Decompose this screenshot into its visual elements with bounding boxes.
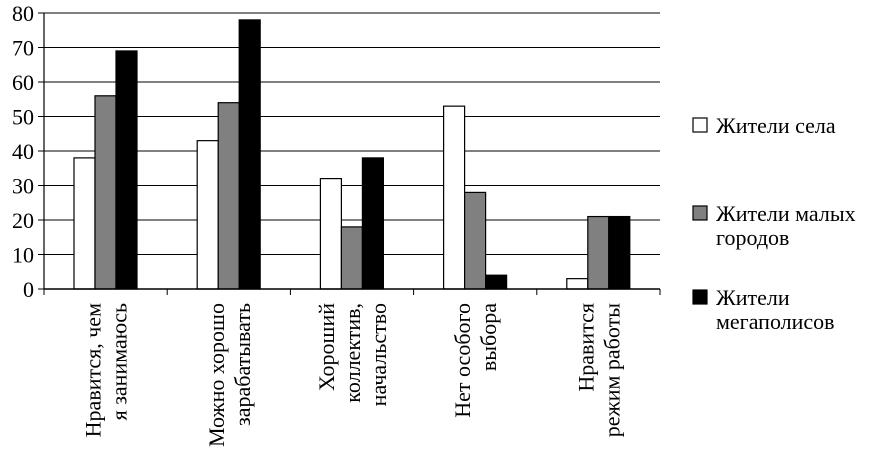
bar-2-cat-5 — [587, 215, 610, 290]
x-tick-label: Нет особого — [450, 303, 475, 418]
y-tick-label: 40 — [12, 139, 34, 164]
legend-swatch — [692, 117, 708, 133]
bars — [73, 19, 631, 290]
y-tick-label: 20 — [12, 208, 34, 233]
y-tick-label: 10 — [12, 243, 34, 268]
x-tick-label: коллектив, — [340, 303, 365, 403]
y-tick-label: 30 — [12, 174, 34, 199]
bar-1-cat-2 — [196, 140, 219, 290]
gridlines — [44, 12, 660, 255]
y-tick-label: 80 — [12, 1, 34, 26]
legend-swatch — [692, 289, 708, 305]
legend-label: Жители — [716, 285, 790, 310]
y-tick-label: 0 — [23, 277, 34, 302]
x-tick-label-group: Нравится, чем я занимаюсь — [81, 303, 132, 437]
legend-label: мегаполисов — [716, 309, 835, 334]
legend-item: Жители села — [692, 113, 836, 138]
bar-2-cat-1 — [94, 95, 117, 290]
y-axis: 0 10 20 30 40 50 60 70 80 — [12, 1, 45, 302]
x-tick-label-group: Нравится режим работы — [573, 303, 624, 437]
x-tick-label: я занимаюсь — [107, 303, 132, 420]
bar-3-cat-1 — [115, 50, 138, 290]
x-tick-label: Можно хорошо — [204, 303, 229, 447]
legend-label: Жители малых — [716, 201, 856, 226]
x-tick-label: режим работы — [599, 303, 624, 437]
y-tick-label: 50 — [12, 105, 34, 130]
legend-label: Жители села — [716, 113, 836, 138]
y-tick-label: 60 — [12, 70, 34, 95]
bar-3-cat-3 — [361, 157, 384, 290]
x-tick-label-group: Нет особого выбора — [450, 303, 501, 418]
x-tick-label: выбора — [476, 303, 501, 371]
bar-1-cat-3 — [319, 178, 342, 290]
bar-3-cat-2 — [238, 19, 261, 290]
x-tick-label: Хороший — [314, 303, 339, 391]
x-axis: Нравится, чем я занимаюсь Можно хорошо зара… — [43, 288, 661, 447]
x-tick-label: Нравится — [573, 303, 598, 392]
bar-3-cat-4 — [485, 274, 508, 290]
legend-label: городов — [716, 225, 789, 250]
y-tick-label: 70 — [12, 36, 34, 61]
bar-2-cat-4 — [464, 191, 487, 290]
bar-3-cat-5 — [608, 215, 631, 290]
bar-2-cat-2 — [217, 102, 240, 290]
x-tick-label-group: Можно хорошо зарабатывать — [204, 303, 255, 447]
bar-1-cat-1 — [73, 157, 96, 290]
x-tick-label: начальство — [366, 303, 391, 406]
bar-1-cat-5 — [566, 278, 589, 290]
x-tick-label-group: Хороший коллектив, начальство — [314, 303, 391, 407]
legend-swatch — [692, 205, 708, 221]
bar-2-cat-3 — [340, 226, 363, 290]
bar-1-cat-4 — [443, 105, 466, 290]
x-tick-label: зарабатывать — [230, 303, 255, 426]
x-tick-label: Нравится, чем — [81, 303, 106, 437]
